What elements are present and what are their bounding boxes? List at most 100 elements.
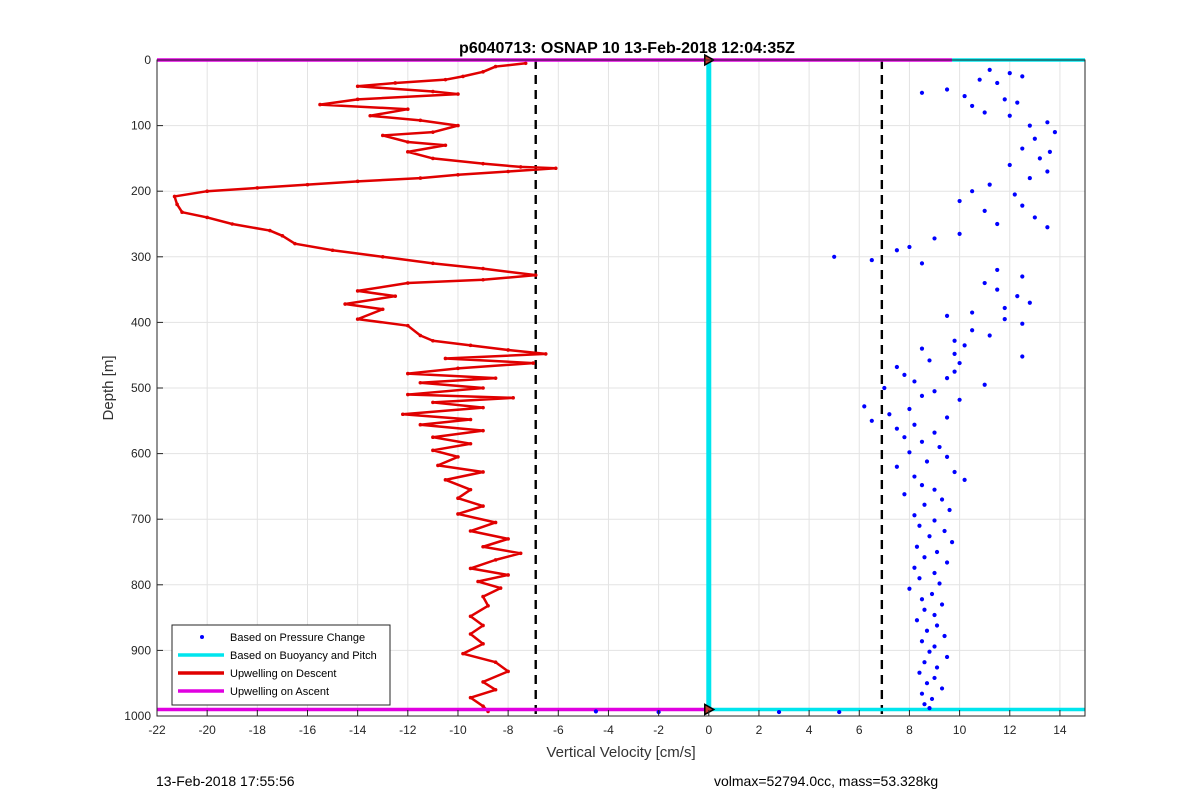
legend-swatch-dot (200, 635, 204, 639)
x-tick-label: -20 (198, 723, 216, 737)
descent-point (481, 428, 485, 433)
pressure-point (894, 248, 899, 253)
pressure-point (970, 189, 975, 194)
pressure-point (1045, 169, 1050, 174)
y-tick-label: 600 (131, 447, 151, 461)
descent-point (255, 186, 260, 190)
pressure-point (1015, 100, 1020, 105)
descent-point (418, 333, 423, 338)
pressure-point (932, 518, 937, 523)
pressure-point (987, 67, 992, 72)
pressure-point (952, 338, 957, 343)
descent-point (456, 123, 460, 128)
descent-point (431, 448, 435, 453)
pressure-point (902, 492, 907, 497)
descent-point (493, 376, 498, 380)
pressure-point (932, 389, 937, 394)
descent-point (368, 113, 372, 118)
pressure-point (970, 328, 975, 333)
pressure-point (912, 474, 917, 479)
pressure-point (914, 544, 920, 549)
pressure-point (912, 422, 917, 427)
pressure-point (869, 257, 874, 263)
descent-point (431, 435, 435, 440)
pressure-point (942, 633, 947, 639)
pressure-point (1007, 113, 1012, 118)
pressure-point (919, 90, 925, 95)
pressure-point (1027, 300, 1032, 305)
descent-point (343, 302, 347, 306)
y-tick-label: 800 (131, 578, 151, 592)
pressure-point (939, 686, 945, 691)
x-tick-label: 14 (1053, 723, 1067, 737)
footer-mass-info: volmax=52794.0cc, mass=53.328kg (714, 773, 939, 789)
descent-point (355, 317, 360, 321)
y-tick-label: 100 (131, 119, 151, 133)
pressure-point (937, 444, 942, 450)
pressure-point (917, 670, 922, 675)
pressure-point (932, 430, 937, 435)
descent-point (518, 551, 523, 556)
descent-point (481, 266, 485, 271)
pressure-point (1020, 354, 1025, 359)
pressure-point (917, 523, 922, 528)
descent-point (456, 496, 460, 501)
pressure-point (919, 482, 925, 488)
pressure-point (887, 412, 892, 417)
descent-point (355, 84, 360, 89)
pressure-point (919, 346, 925, 351)
descent-point (468, 417, 473, 422)
pressure-point (995, 287, 1000, 292)
pressure-point (932, 487, 937, 492)
pressure-point (902, 435, 907, 440)
descent-point (481, 623, 485, 628)
descent-point (418, 422, 423, 427)
descent-point (481, 405, 485, 410)
descent-point (355, 97, 360, 102)
pressure-point (982, 208, 987, 213)
y-tick-label: 900 (131, 643, 151, 657)
pressure-point (922, 555, 927, 560)
y-tick-label: 500 (131, 381, 151, 395)
descent-point (431, 338, 435, 343)
descent-point (431, 400, 435, 405)
descent-point (481, 277, 485, 282)
x-tick-label: -16 (299, 723, 317, 737)
descent-point (380, 254, 385, 259)
pressure-point (932, 675, 937, 681)
pressure-point (902, 372, 907, 377)
pressure-point (927, 534, 932, 539)
pressure-point (957, 198, 962, 204)
pressure-point (894, 464, 899, 469)
pressure-point (919, 597, 925, 602)
x-axis-label: Vertical Velocity [cm/s] (546, 744, 695, 761)
descent-point (468, 695, 473, 700)
x-tick-label: 6 (856, 723, 863, 737)
y-tick-label: 0 (144, 53, 151, 67)
descent-point (268, 228, 272, 233)
pressure-point (1027, 123, 1032, 128)
x-tick-label: -14 (349, 723, 367, 737)
pressure-point (1002, 317, 1007, 322)
descent-point (406, 392, 410, 397)
pressure-point (1007, 71, 1012, 76)
pressure-point (937, 581, 942, 586)
pressure-point (1020, 74, 1025, 79)
pressure-point (869, 418, 874, 423)
descent-point (481, 594, 485, 599)
y-tick-label: 1000 (124, 709, 151, 723)
descent-point (355, 289, 360, 293)
pressure-point (995, 221, 1000, 227)
descent-point (493, 660, 498, 665)
descent-point (431, 261, 435, 266)
pressure-point (932, 612, 937, 618)
pressure-point (939, 497, 945, 502)
descent-point (481, 680, 485, 684)
pressure-point (1015, 294, 1020, 299)
descent-point (456, 455, 460, 459)
pressure-point (942, 528, 947, 534)
pressure-point (1020, 274, 1025, 279)
descent-point (468, 529, 473, 533)
descent-point (481, 544, 485, 549)
